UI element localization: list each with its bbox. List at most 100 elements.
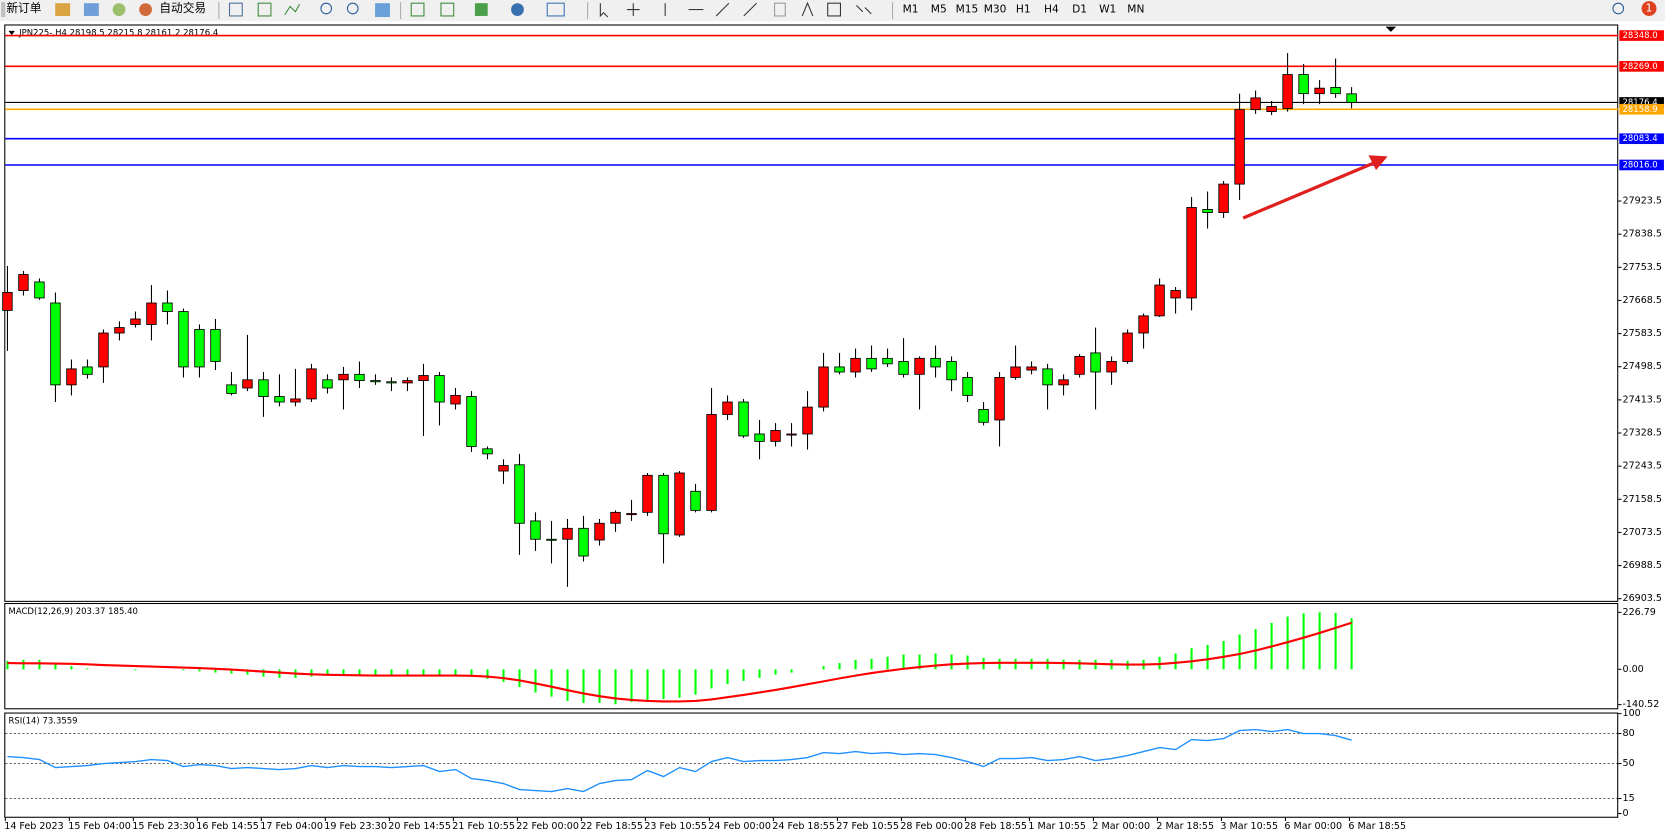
timeframe-button[interactable]: W1 [1099, 3, 1116, 16]
candle-body [578, 527, 589, 557]
candle-body [82, 366, 93, 375]
icon[interactable] [320, 2, 333, 15]
candle-body [594, 522, 605, 541]
candle-body [226, 384, 237, 394]
icon[interactable] [83, 3, 99, 16]
x-tick-label: 23 Feb 10:55 [644, 821, 707, 832]
candle-body [66, 368, 77, 386]
y-tick-label: 50 [1622, 758, 1634, 769]
y-tick-label: 27668.5 [1622, 295, 1661, 306]
candle-body [1282, 74, 1293, 109]
candle-body [514, 464, 525, 524]
candle-body [530, 520, 541, 540]
candle-body [306, 368, 317, 400]
candle-body [1090, 352, 1101, 373]
x-tick-label: 27 Feb 10:55 [836, 821, 899, 832]
candle-body [1218, 183, 1229, 213]
price-level-box [1619, 159, 1664, 171]
timeframe-button[interactable]: H4 [1044, 3, 1059, 16]
timeframe-button[interactable]: MN [1127, 3, 1144, 16]
candle-body [386, 381, 397, 384]
icon[interactable] [228, 2, 243, 17]
trend-tool[interactable] [715, 2, 730, 17]
x-tick-label: 19 Feb 23:30 [324, 821, 387, 832]
text-tool[interactable] [801, 1, 814, 17]
icon[interactable] [410, 2, 425, 17]
candle-body [354, 373, 365, 382]
candle-body [1250, 97, 1261, 111]
timeframe-button[interactable]: M1 [903, 3, 919, 16]
candle-body [466, 396, 477, 447]
candle-body [1042, 368, 1053, 386]
y-tick-label: 27413.5 [1622, 394, 1661, 405]
cursor-tool[interactable] [599, 3, 609, 18]
x-tick-label: 6 Mar 00:00 [1284, 821, 1342, 832]
candle-body [114, 327, 125, 334]
x-tick-label: 22 Feb 00:00 [516, 821, 579, 832]
icon[interactable] [346, 2, 359, 15]
rsi-line [7, 728, 1352, 793]
candle-body [1330, 86, 1341, 95]
icon[interactable] [546, 2, 565, 17]
candle-body [1266, 106, 1277, 113]
y-tick-label: 27583.5 [1622, 328, 1661, 339]
candle-body [322, 379, 333, 389]
candle-body [498, 465, 509, 472]
candle-body [450, 394, 461, 405]
price-level-label: 28348.0 [1622, 31, 1657, 41]
candle-body [882, 357, 893, 365]
y-tick-label: 27328.5 [1622, 428, 1661, 439]
auto-trade-icon[interactable] [139, 3, 152, 16]
y-tick-label: 27753.5 [1622, 262, 1661, 273]
icon[interactable] [474, 3, 488, 16]
timeframe-button[interactable]: M5 [931, 3, 947, 16]
toolbar: 新订单 自动交易 M1 M5 M15 M30 H1 H4 D1 W1 MN 1 [0, 0, 1665, 22]
icon[interactable] [440, 2, 455, 17]
candle-body [610, 511, 621, 524]
channel-tool[interactable] [743, 2, 757, 17]
icon[interactable] [257, 2, 272, 17]
candle-body [130, 318, 141, 325]
timeframe-button[interactable]: H1 [1016, 3, 1031, 16]
timeframe-button[interactable]: M15 [956, 3, 979, 16]
notification-badge[interactable] [1641, 1, 1657, 16]
candle-body [402, 380, 413, 384]
candle-body [754, 433, 765, 442]
crosshair-tool[interactable] [626, 3, 640, 16]
main-frame [4, 24, 1619, 602]
timeframe-button[interactable]: D1 [1072, 3, 1087, 16]
candle-body [562, 527, 573, 540]
candle-body [1138, 315, 1149, 334]
new-order[interactable]: 新订单 [6, 1, 41, 15]
y-tick-label: 26903.5 [1622, 593, 1661, 604]
candle-body [962, 377, 973, 396]
search-icon[interactable] [1612, 2, 1625, 15]
label-tool[interactable] [827, 2, 842, 17]
y-tick-label: 27243.5 [1622, 461, 1661, 472]
icon[interactable] [284, 3, 301, 16]
candle-body [290, 398, 301, 403]
icon[interactable] [55, 3, 71, 16]
arrow-tool[interactable] [856, 4, 872, 15]
icon[interactable] [112, 3, 126, 16]
candle-body [818, 366, 829, 408]
timeframe-button[interactable]: M30 [984, 3, 1007, 16]
candle-body [738, 401, 749, 437]
candle-body [994, 377, 1005, 421]
candle-body [1074, 355, 1085, 375]
candle-body [370, 380, 381, 383]
fibo-tool[interactable] [774, 2, 786, 17]
icon[interactable] [511, 3, 524, 16]
candle-body [1170, 290, 1181, 299]
candle-body [434, 375, 445, 403]
chart-bg [0, 21, 1665, 838]
icon[interactable] [375, 3, 390, 18]
candle-body [418, 375, 429, 382]
price-level-box [1619, 103, 1664, 115]
y-tick-label: 27838.5 [1622, 229, 1661, 240]
timeframes: M1 M5 M15 M30 H1 H4 D1 W1 MN [903, 3, 1145, 16]
auto-trade[interactable]: 自动交易 [159, 1, 206, 15]
y-tick-label: 80 [1622, 728, 1634, 739]
candle-body [258, 379, 269, 397]
